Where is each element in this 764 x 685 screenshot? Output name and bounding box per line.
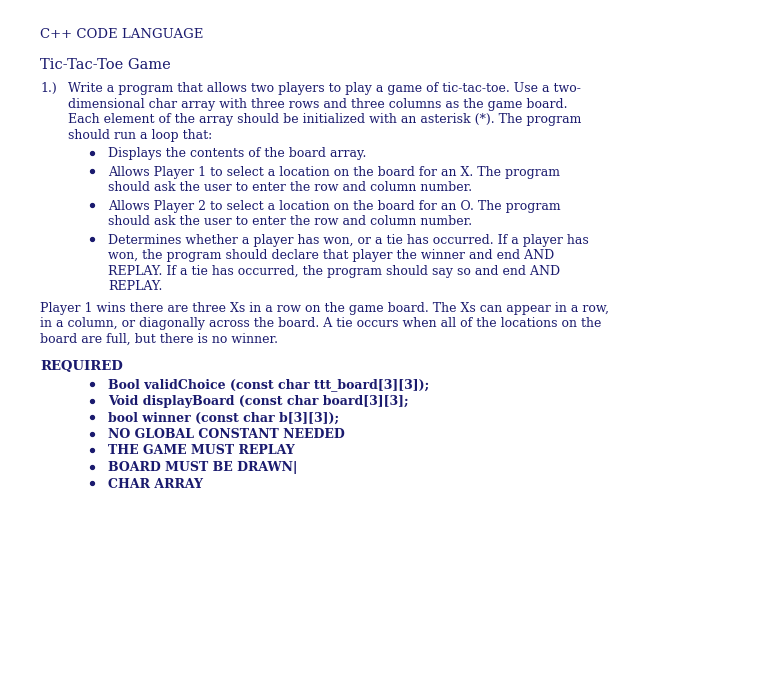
Text: Player 1 wins there are three Xs in a row on the game board. The Xs can appear i: Player 1 wins there are three Xs in a ro… xyxy=(40,301,609,314)
Text: Displays the contents of the board array.: Displays the contents of the board array… xyxy=(108,147,367,160)
Text: BOARD MUST BE DRAWN|: BOARD MUST BE DRAWN| xyxy=(108,461,297,474)
Text: THE GAME MUST REPLAY: THE GAME MUST REPLAY xyxy=(108,445,295,458)
Text: dimensional char array with three rows and three columns as the game board.: dimensional char array with three rows a… xyxy=(68,97,568,110)
Text: Allows Player 1 to select a location on the board for an X. The program: Allows Player 1 to select a location on … xyxy=(108,166,560,179)
Text: 1.): 1.) xyxy=(40,82,57,95)
Text: in a column, or diagonally across the board. A tie occurs when all of the locati: in a column, or diagonally across the bo… xyxy=(40,317,601,330)
Text: Write a program that allows two players to play a game of tic-tac-toe. Use a two: Write a program that allows two players … xyxy=(68,82,581,95)
Text: Determines whether a player has won, or a tie has occurred. If a player has: Determines whether a player has won, or … xyxy=(108,234,589,247)
Text: Allows Player 2 to select a location on the board for an O. The program: Allows Player 2 to select a location on … xyxy=(108,199,561,212)
Text: board are full, but there is no winner.: board are full, but there is no winner. xyxy=(40,332,278,345)
Text: REPLAY. If a tie has occurred, the program should say so and end AND: REPLAY. If a tie has occurred, the progr… xyxy=(108,264,560,277)
Text: Each element of the array should be initialized with an asterisk (*). The progra: Each element of the array should be init… xyxy=(68,113,581,126)
Text: Tic-Tac-Toe Game: Tic-Tac-Toe Game xyxy=(40,58,170,72)
Text: REQUIRED: REQUIRED xyxy=(40,360,123,373)
Text: REPLAY.: REPLAY. xyxy=(108,280,163,293)
Text: should ask the user to enter the row and column number.: should ask the user to enter the row and… xyxy=(108,215,472,228)
Text: bool winner (const char b[3][3]);: bool winner (const char b[3][3]); xyxy=(108,412,339,425)
Text: NO GLOBAL CONSTANT NEEDED: NO GLOBAL CONSTANT NEEDED xyxy=(108,428,345,441)
Text: CHAR ARRAY: CHAR ARRAY xyxy=(108,477,203,490)
Text: Bool validChoice (const char ttt_board[3][3]);: Bool validChoice (const char ttt_board[3… xyxy=(108,379,429,392)
Text: should run a loop that:: should run a loop that: xyxy=(68,129,212,142)
Text: C++ CODE LANGUAGE: C++ CODE LANGUAGE xyxy=(40,28,203,41)
Text: Void displayBoard (const char board[3][3];: Void displayBoard (const char board[3][3… xyxy=(108,395,409,408)
Text: should ask the user to enter the row and column number.: should ask the user to enter the row and… xyxy=(108,181,472,194)
Text: won, the program should declare that player the winner and end AND: won, the program should declare that pla… xyxy=(108,249,554,262)
